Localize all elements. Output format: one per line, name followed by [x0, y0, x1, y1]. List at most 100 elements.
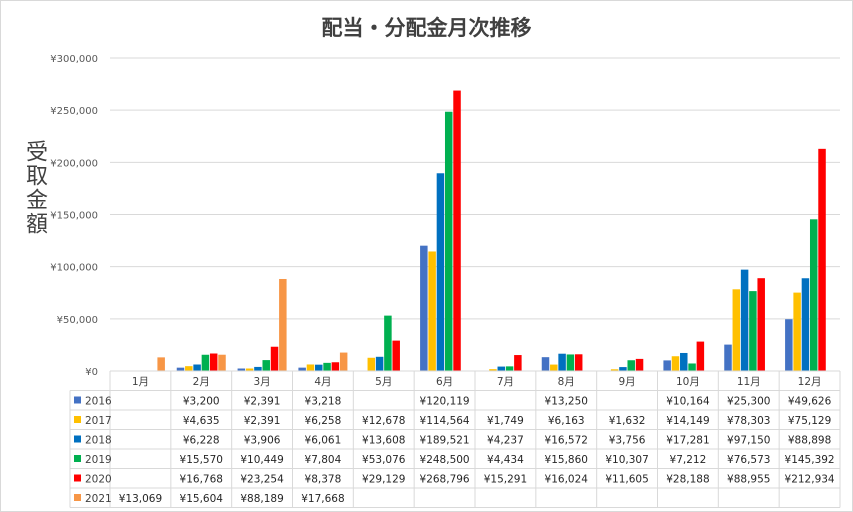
legend-swatch	[74, 455, 81, 462]
bar	[323, 362, 331, 371]
data-label: ¥6,258	[305, 415, 342, 427]
x-tick-label: 1月	[132, 376, 149, 388]
bar	[453, 90, 461, 371]
data-label: ¥15,604	[180, 493, 224, 505]
legend-swatch	[74, 494, 81, 501]
y-tick-label: ¥0	[85, 367, 98, 378]
y-tick-label: ¥250,000	[50, 106, 98, 117]
y-tick-label: ¥50,000	[57, 315, 98, 326]
x-tick-label: 4月	[314, 376, 331, 388]
data-label: ¥15,570	[180, 454, 223, 466]
bar	[420, 245, 428, 371]
data-label: ¥75,129	[788, 415, 831, 427]
bar	[566, 354, 575, 371]
data-label: ¥7,212	[670, 454, 707, 466]
bar	[809, 219, 818, 371]
bar	[367, 357, 376, 371]
data-label: ¥212,934	[785, 474, 835, 486]
data-label: ¥29,129	[362, 474, 405, 486]
bar	[157, 357, 165, 371]
data-label: ¥11,605	[605, 474, 648, 486]
legend-label: 2016	[85, 396, 112, 408]
data-label: ¥14,149	[666, 415, 709, 427]
data-label: ¥7,804	[305, 454, 342, 466]
data-label: ¥2,391	[244, 396, 281, 408]
bar	[749, 291, 757, 371]
bar	[627, 360, 635, 371]
bar	[757, 278, 765, 371]
legend-swatch	[74, 396, 81, 404]
data-label: ¥248,500	[420, 454, 470, 466]
x-tick-label: 10月	[676, 376, 700, 388]
bar	[680, 352, 688, 371]
bar	[444, 111, 453, 372]
data-label: ¥23,254	[240, 474, 284, 486]
data-label: ¥120,119	[420, 396, 470, 408]
bar	[218, 354, 226, 371]
x-tick-label: 7月	[497, 376, 514, 388]
data-label: ¥25,300	[727, 396, 770, 408]
bar	[436, 173, 445, 371]
bar	[384, 315, 392, 371]
bar	[696, 341, 705, 371]
data-label: ¥78,303	[727, 415, 770, 427]
legend-label: 2021	[85, 493, 112, 505]
data-label: ¥3,218	[305, 396, 342, 408]
x-tick-label: 5月	[375, 376, 392, 388]
data-label: ¥1,749	[487, 415, 524, 427]
bar	[574, 354, 583, 371]
data-label: ¥4,237	[487, 435, 524, 447]
legend-swatch	[74, 435, 81, 443]
data-label: ¥28,188	[666, 474, 709, 486]
data-label: ¥16,024	[545, 474, 589, 486]
data-label: ¥8,378	[305, 474, 342, 486]
data-label: ¥114,564	[420, 415, 470, 427]
x-tick-label: 3月	[253, 376, 270, 388]
bar	[505, 366, 514, 371]
bar	[635, 358, 644, 371]
data-label: ¥88,189	[240, 493, 283, 505]
bar	[375, 356, 384, 371]
data-label: ¥10,164	[666, 396, 710, 408]
bar	[619, 367, 627, 371]
data-label: ¥15,860	[545, 454, 588, 466]
data-label: ¥2,391	[244, 415, 281, 427]
bar	[489, 369, 497, 371]
bar	[176, 367, 185, 371]
legend-swatch	[74, 416, 81, 423]
data-label: ¥76,573	[727, 454, 770, 466]
bar	[262, 360, 270, 371]
x-tick-label: 8月	[558, 376, 575, 388]
bar	[801, 278, 810, 371]
y-tick-label: ¥150,000	[50, 211, 98, 222]
data-label: ¥17,281	[666, 435, 709, 447]
x-tick-label: 11月	[737, 376, 761, 388]
bar	[497, 366, 506, 371]
bar	[671, 356, 680, 371]
bar	[237, 368, 246, 371]
data-label: ¥53,076	[362, 454, 406, 466]
bar	[550, 364, 558, 371]
legend-label: 2018	[85, 435, 112, 447]
bar	[558, 353, 566, 371]
bar	[818, 148, 826, 371]
data-label: ¥4,434	[487, 454, 524, 466]
x-tick-label: 12月	[798, 376, 822, 388]
data-label: ¥16,768	[180, 474, 223, 486]
data-label: ¥268,796	[420, 474, 470, 486]
data-label: ¥97,150	[727, 435, 770, 447]
y-axis-label: 受取金額	[22, 140, 47, 236]
bar	[185, 366, 193, 371]
legend-label: 2019	[85, 454, 112, 466]
data-label: ¥3,200	[183, 396, 220, 408]
data-label: ¥17,668	[301, 493, 344, 505]
data-label: ¥16,572	[545, 435, 588, 447]
bar	[270, 346, 279, 371]
data-label: ¥145,392	[785, 454, 835, 466]
data-label: ¥1,632	[609, 415, 646, 427]
data-label: ¥12,678	[362, 415, 405, 427]
bar	[339, 352, 348, 371]
bar	[193, 364, 201, 371]
data-label: ¥6,163	[548, 415, 585, 427]
